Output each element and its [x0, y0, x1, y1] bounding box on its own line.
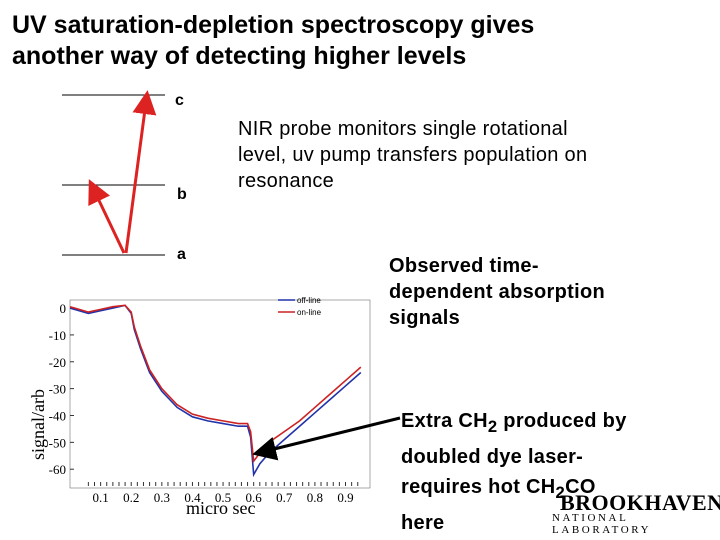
extra-line-3-sub: 2: [555, 483, 566, 502]
observed-line-1: Observed time-: [389, 255, 539, 277]
extra-ch2-text: Extra CH2 produced by doubled dye laser-…: [401, 406, 627, 538]
series-line-on-line: [69, 304, 362, 464]
nir-line-2: level, uv pump transfers population on: [238, 144, 588, 166]
uv-pump-arrow: [124, 90, 157, 254]
x-tick-label: 0.1: [92, 490, 108, 505]
x-tick-label: 0.2: [123, 490, 139, 505]
title-line-1: UV saturation-depletion spectroscopy giv…: [12, 11, 535, 39]
annotation-arrow: [252, 416, 401, 461]
x-tick-label: 0.8: [307, 490, 323, 505]
y-tick-label: -60: [49, 462, 66, 477]
x-tick-label: 0.5: [215, 490, 231, 505]
national-laboratory-logo-text: NATIONAL LABORATORY: [552, 512, 652, 536]
x-tick-label: 0.3: [154, 490, 170, 505]
extra-line-1-post: produced by: [497, 410, 627, 432]
extra-line-4: here: [401, 512, 445, 534]
chart-legend: off-line on-line: [278, 296, 322, 317]
y-tick-label: -20: [49, 355, 66, 370]
y-tick-label: -30: [49, 382, 66, 397]
level-label-a: a: [177, 246, 186, 263]
extra-line-1-pre: Extra CH: [401, 410, 488, 432]
nir-probe-description: NIR probe monitors single rotational lev…: [238, 116, 587, 194]
x-axis-label: micro sec: [186, 498, 255, 518]
level-label-b: b: [177, 186, 187, 203]
extra-line-3-pre: requires hot CH: [401, 476, 556, 498]
level-label-c: c: [175, 92, 184, 109]
extra-line-3: requires hot CH2CO: [401, 472, 627, 508]
title-line-2: another way of detecting higher levels: [12, 42, 467, 70]
signal-chart: 0 -10 -20 -30 -40 -50 -60 0.1 0.2 0.3 0.4 0.5 0.6 0.…: [28, 296, 371, 518]
extra-line-3-post: CO: [565, 476, 596, 498]
nir-line-1: NIR probe monitors single rotational: [238, 118, 568, 140]
y-axis-label: signal/arb: [28, 389, 48, 460]
observed-line-2: dependent absorption: [389, 281, 605, 303]
x-tick-label: 0.4: [184, 490, 201, 505]
y-tick-label: -50: [49, 435, 66, 450]
y-tick-label: -40: [49, 408, 66, 423]
extra-line-2: doubled dye laser-: [401, 446, 584, 468]
y-tick-label: -10: [49, 328, 66, 343]
extra-line-1-sub: 2: [487, 417, 498, 436]
y-tick-label: 0: [60, 301, 67, 316]
observed-signals-text: Observed time- dependent absorption sign…: [389, 253, 605, 331]
series-line-off-line: [69, 304, 362, 478]
nir-line-3: resonance: [238, 170, 335, 192]
x-tick-label: 0.7: [276, 490, 293, 505]
slide-title: UV saturation-depletion spectroscopy giv…: [12, 10, 712, 72]
legend-label-on-line: on-line: [297, 308, 322, 317]
legend-label-off-line: off-line: [297, 296, 321, 305]
x-tick-label: 0.9: [337, 490, 353, 505]
x-tick-label: 0.6: [246, 490, 263, 505]
observed-line-3: signals: [389, 307, 461, 329]
chart-plot-area: [69, 299, 371, 489]
extra-line-1: Extra CH2 produced by: [401, 406, 627, 442]
nir-probe-arrow: [88, 179, 126, 254]
brookhaven-logo: BROOKHAVEN: [560, 490, 720, 515]
